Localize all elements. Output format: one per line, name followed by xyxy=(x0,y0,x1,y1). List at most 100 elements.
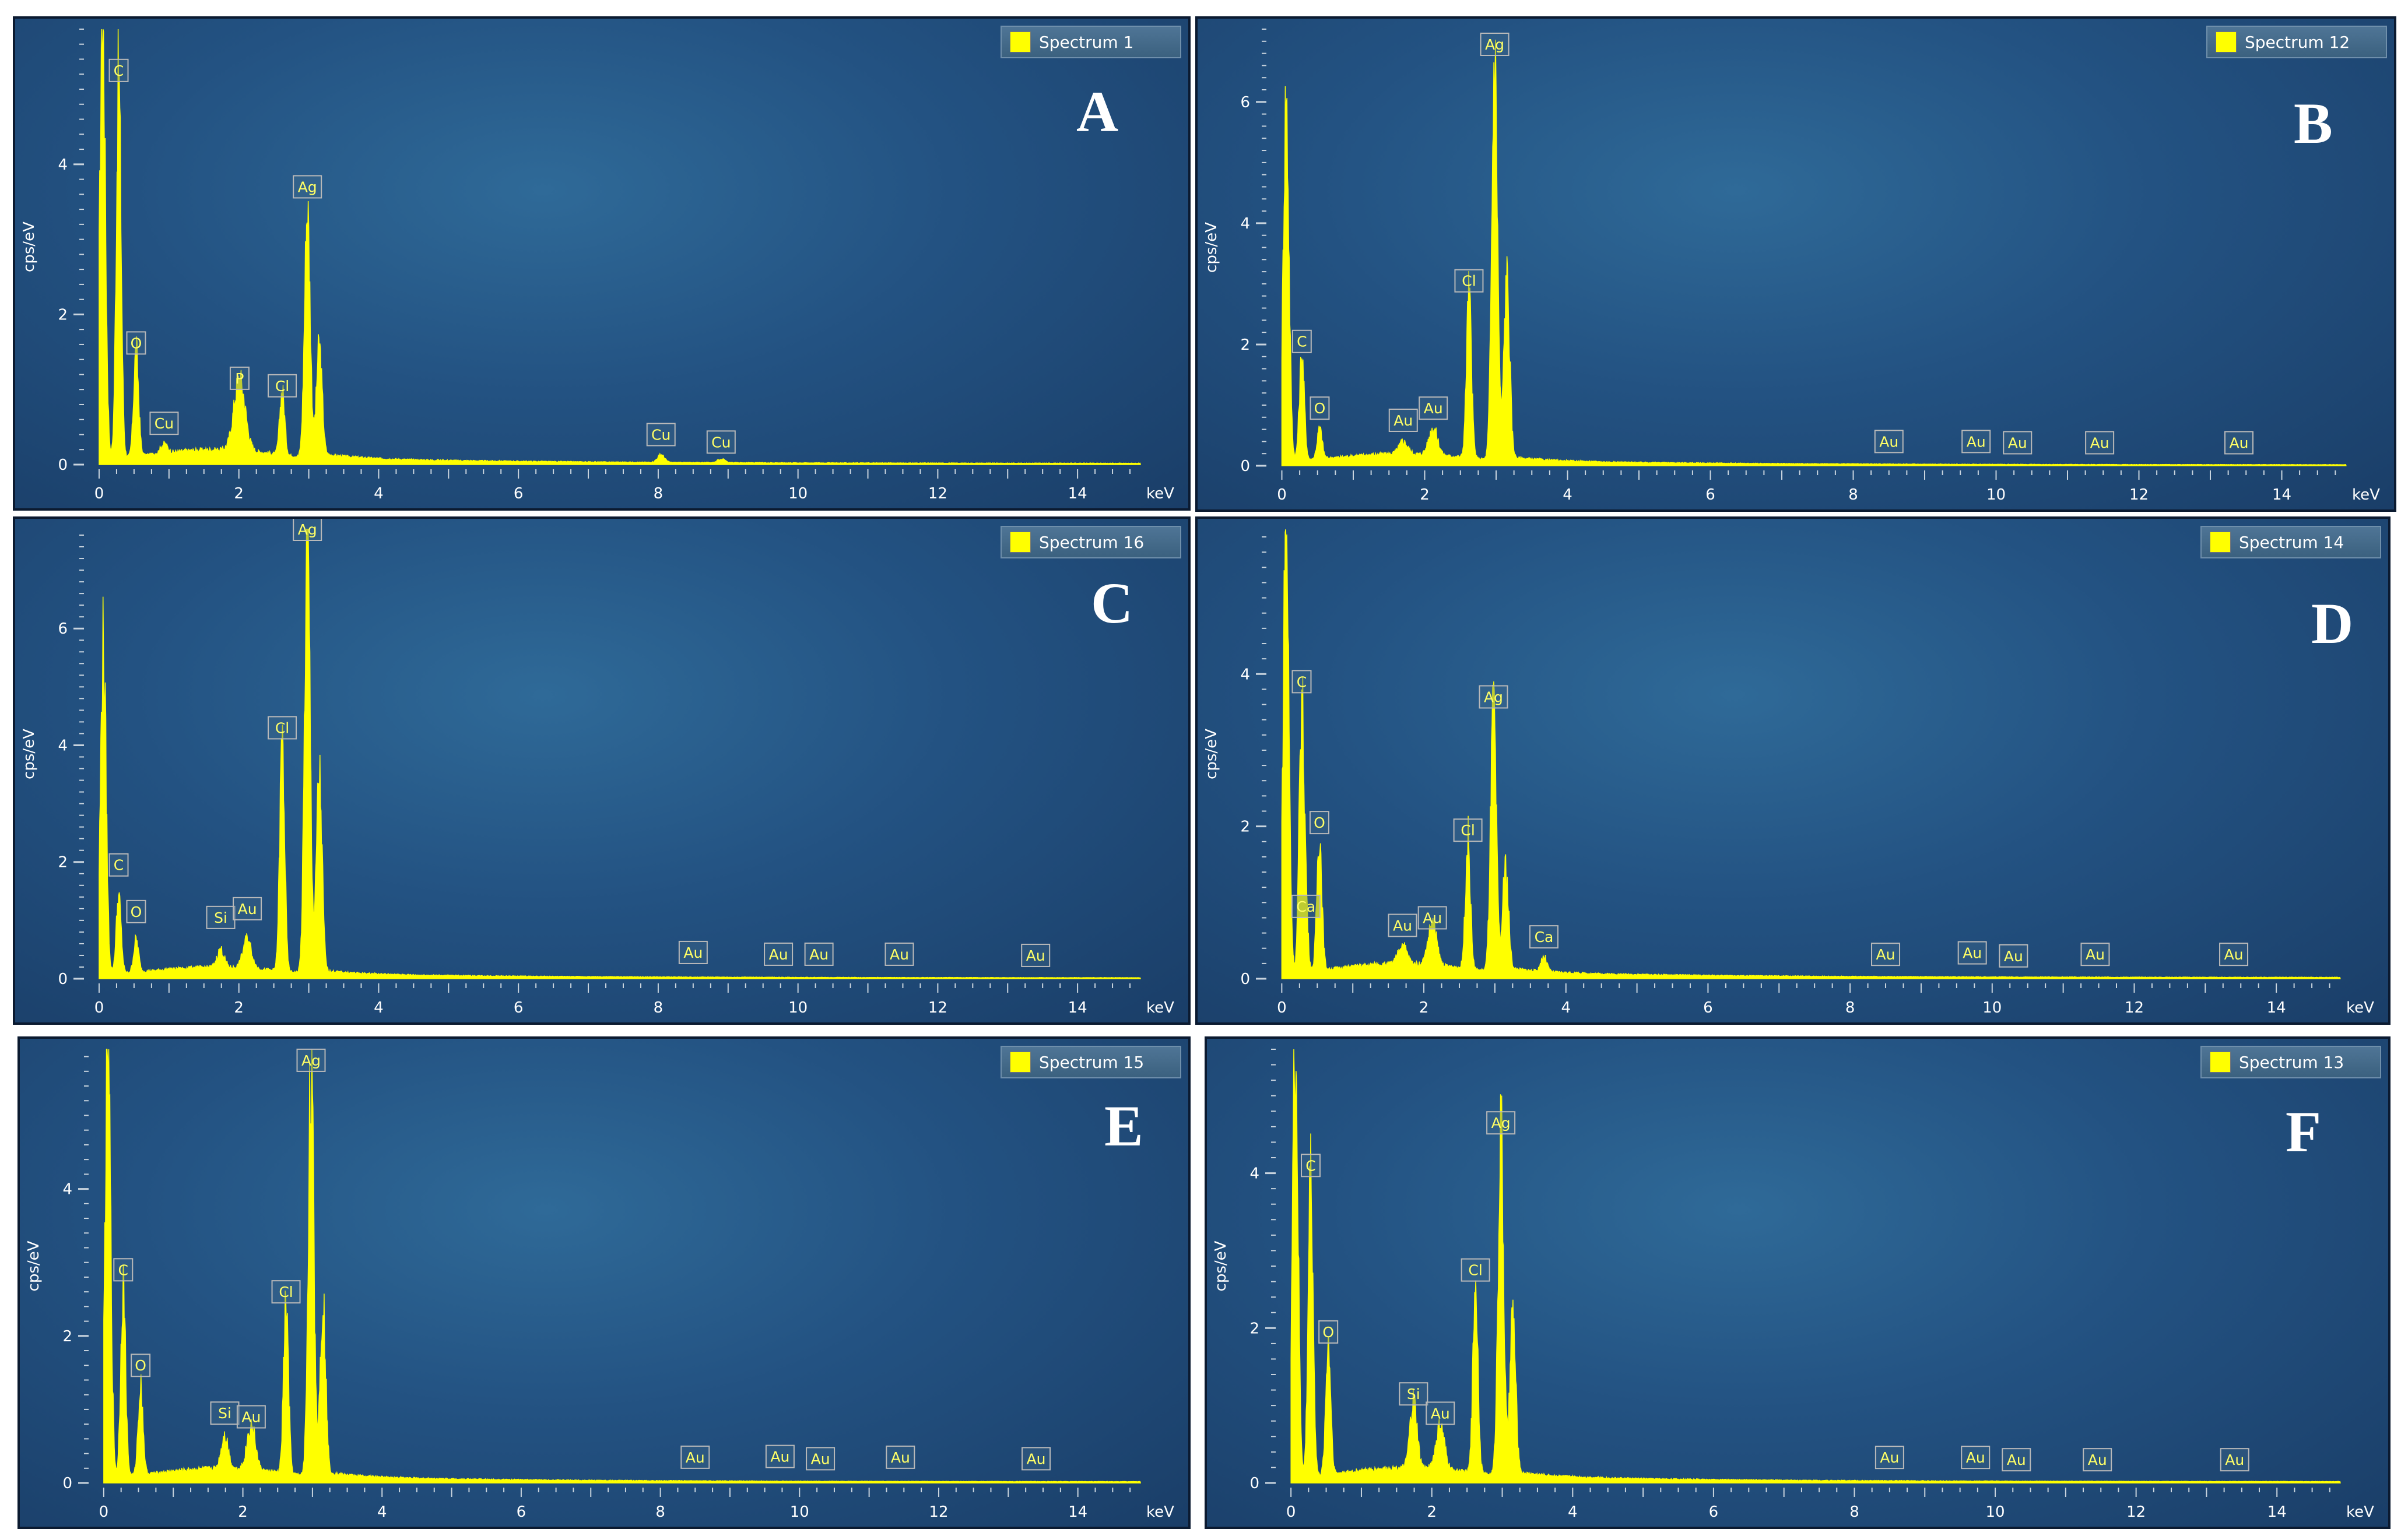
x-axis-a xyxy=(98,469,1131,479)
x-tick-label: 2 xyxy=(234,999,244,1017)
spectrum-series-e xyxy=(103,1049,1142,1484)
svg-text:Si: Si xyxy=(218,1405,231,1422)
peak-label: Cl xyxy=(1453,818,1483,842)
svg-text:O: O xyxy=(1314,814,1325,831)
legend-swatch-f xyxy=(2210,1052,2231,1073)
svg-text:Ag: Ag xyxy=(298,178,317,195)
svg-text:Au: Au xyxy=(891,1449,910,1466)
svg-text:O: O xyxy=(131,904,142,920)
y-axis-label: cps/eV xyxy=(20,222,38,272)
y-tick-label: 2 xyxy=(1240,818,1250,836)
y-tick-label: 0 xyxy=(58,456,68,474)
svg-text:Ca: Ca xyxy=(1296,898,1315,915)
svg-text:Au: Au xyxy=(2090,434,2109,451)
svg-text:Au: Au xyxy=(1876,946,1895,963)
y-tick-label: 4 xyxy=(1249,1165,1259,1183)
y-axis-label: cps/eV xyxy=(20,729,38,779)
svg-text:Au: Au xyxy=(1880,1449,1899,1466)
peak-label: Au xyxy=(2083,1448,2112,1472)
legend-b: Spectrum 12 xyxy=(2206,26,2387,58)
svg-text:Au: Au xyxy=(770,1449,789,1465)
peak-label: O xyxy=(1318,1320,1339,1344)
x-tick-label: 0 xyxy=(99,1503,109,1521)
svg-text:Au: Au xyxy=(1026,947,1045,964)
x-tick-label: 2 xyxy=(1420,486,1430,504)
svg-text:O: O xyxy=(131,335,142,352)
peak-label: Au xyxy=(1961,1446,1991,1470)
svg-text:Ag: Ag xyxy=(1491,1115,1511,1131)
x-axis-label: keV xyxy=(1146,485,1174,502)
y-axis-f xyxy=(1265,1049,1276,1484)
svg-text:Au: Au xyxy=(2088,1451,2107,1468)
svg-text:C: C xyxy=(114,857,124,874)
peak-label: Au xyxy=(1417,906,1447,930)
x-tick-label: 10 xyxy=(1986,1503,2005,1521)
peak-label: C xyxy=(1291,670,1312,694)
spectrum-panel-c: 0 2 4 6 8 10 12 14 0 2 4 6 keV cps/eV C O Si Au Cl Ag Au Au Au… xyxy=(13,516,1191,1025)
spectrum-panel-f: 0 2 4 6 8 10 12 14 0 2 4 keV cps/eV C O Si Au Cl Ag Au Au Au A… xyxy=(1205,1036,2391,1529)
svg-text:Au: Au xyxy=(1393,918,1412,934)
spectrum-series-a xyxy=(99,29,1141,465)
spectrum-chart-a: 0 2 4 6 8 10 12 14 0 2 4 keV cps/eV C O Cu P Cl Ag Cu Cu xyxy=(20,29,1174,502)
peak-label: Au xyxy=(765,1444,795,1468)
y-axis-b xyxy=(1256,29,1266,467)
peak-label: Cu xyxy=(706,430,736,454)
x-tick-label: 6 xyxy=(514,485,524,502)
spectrum-series-d xyxy=(1281,529,2341,979)
legend-swatch-b xyxy=(2216,31,2237,52)
spectrum-panel-d: 0 2 4 6 8 10 12 14 0 2 4 keV cps/eV C Ca O Au Au Cl Ag Ca Au A… xyxy=(1195,516,2391,1025)
svg-text:Au: Au xyxy=(683,944,703,961)
svg-text:Au: Au xyxy=(890,946,909,963)
svg-text:Au: Au xyxy=(2225,1451,2244,1468)
x-tick-label: 10 xyxy=(788,485,808,502)
y-axis-label: cps/eV xyxy=(1203,729,1220,779)
legend-a: Spectrum 1 xyxy=(1001,26,1181,58)
y-tick-label: 4 xyxy=(1240,215,1250,233)
peak-label: Au xyxy=(764,942,794,966)
svg-text:Cu: Cu xyxy=(651,426,671,443)
x-axis-label: keV xyxy=(2346,999,2374,1017)
svg-text:Cl: Cl xyxy=(279,1284,293,1300)
peak-label: Au xyxy=(804,942,834,966)
legend-label-a: Spectrum 1 xyxy=(1039,32,1134,52)
svg-text:Au: Au xyxy=(1393,412,1413,429)
peak-label: Ag xyxy=(1480,33,1510,57)
peak-label: Au xyxy=(236,1405,266,1429)
panel-letter-b: B xyxy=(2294,91,2333,156)
svg-text:Si: Si xyxy=(214,909,227,926)
peak-label: Ca xyxy=(1529,925,1558,949)
peak-label: O xyxy=(126,899,146,923)
y-tick-label: 2 xyxy=(58,306,68,324)
svg-text:Au: Au xyxy=(1423,909,1442,926)
y-tick-label: 4 xyxy=(1240,666,1250,683)
peak-label: Au xyxy=(886,1445,915,1469)
peak-label: Au xyxy=(2224,431,2253,455)
peak-label: P xyxy=(229,366,250,390)
peak-label: Cl xyxy=(268,374,297,398)
legend-label-f: Spectrum 13 xyxy=(2239,1052,2344,1072)
x-tick-label: 14 xyxy=(1068,485,1087,502)
y-axis-label: cps/eV xyxy=(25,1240,43,1291)
x-tick-label: 10 xyxy=(790,1503,809,1521)
x-axis-b xyxy=(1281,470,2336,480)
svg-text:Au: Au xyxy=(241,1409,261,1426)
spectrum-chart-c: 0 2 4 6 8 10 12 14 0 2 4 6 keV cps/eV C O Si Au Cl Ag Au Au Au… xyxy=(20,519,1174,1017)
peak-label: Au xyxy=(1426,1401,1455,1425)
x-tick-label: 14 xyxy=(1068,1503,1087,1521)
x-axis-label: keV xyxy=(1146,1503,1174,1521)
svg-text:C: C xyxy=(1297,673,1307,690)
peak-label: Au xyxy=(1957,941,1987,965)
spectrum-chart-f: 0 2 4 6 8 10 12 14 0 2 4 keV cps/eV C O Si Au Cl Ag Au Au Au A… xyxy=(1212,1049,2374,1521)
peak-label: Ag xyxy=(296,1048,326,1072)
legend-swatch-a xyxy=(1010,31,1031,52)
y-tick-label: 2 xyxy=(1249,1320,1259,1337)
x-tick-label: 4 xyxy=(1561,999,1571,1017)
peak-label: Au xyxy=(1999,944,2028,968)
y-axis-label: cps/eV xyxy=(1212,1240,1230,1291)
y-axis-d xyxy=(1256,536,1266,980)
peak-label: O xyxy=(1309,811,1329,835)
svg-text:Au: Au xyxy=(1431,1405,1450,1422)
peak-label: Au xyxy=(678,940,708,964)
svg-text:Au: Au xyxy=(2224,946,2244,963)
y-tick-label: 0 xyxy=(1249,1475,1259,1492)
